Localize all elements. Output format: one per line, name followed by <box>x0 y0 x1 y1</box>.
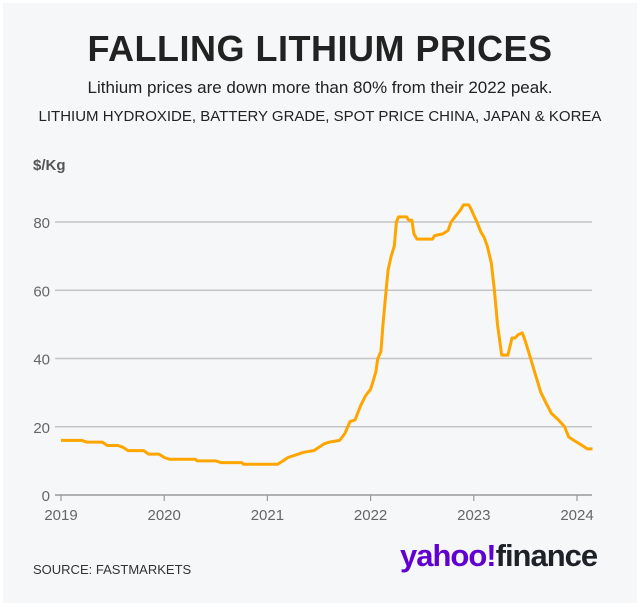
price-line <box>61 203 593 466</box>
chart-subtitle: Lithium prices are down more than 80% fr… <box>87 78 553 97</box>
logo-finance: finance <box>495 538 599 573</box>
y-tick-label: 40 <box>33 352 50 369</box>
y-tick-label: 0 <box>42 488 50 505</box>
y-tick-label: 60 <box>33 283 50 300</box>
x-tick-label: 2021 <box>251 507 284 524</box>
y-tick-label: 20 <box>33 420 50 437</box>
yahoo-finance-logo: yahoo!finance <box>400 538 599 574</box>
y-axis-label: $/Kg <box>33 157 66 174</box>
source-note: SOURCE: FASTMARKETS <box>33 562 192 577</box>
x-tick-label: 2023 <box>457 507 490 524</box>
chart-title: FALLING LITHIUM PRICES <box>87 28 553 69</box>
chart-card <box>3 3 637 603</box>
y-tick-label: 80 <box>33 215 50 232</box>
series-description: LITHIUM HYDROXIDE, BATTERY GRADE, SPOT P… <box>38 108 602 125</box>
x-tick-label: 2020 <box>148 507 181 524</box>
logo-yahoo: yahoo! <box>400 538 497 573</box>
x-tick-label: 2019 <box>44 507 77 524</box>
x-tick-label: 2024 <box>560 507 593 524</box>
x-tick-label: 2022 <box>354 507 387 524</box>
